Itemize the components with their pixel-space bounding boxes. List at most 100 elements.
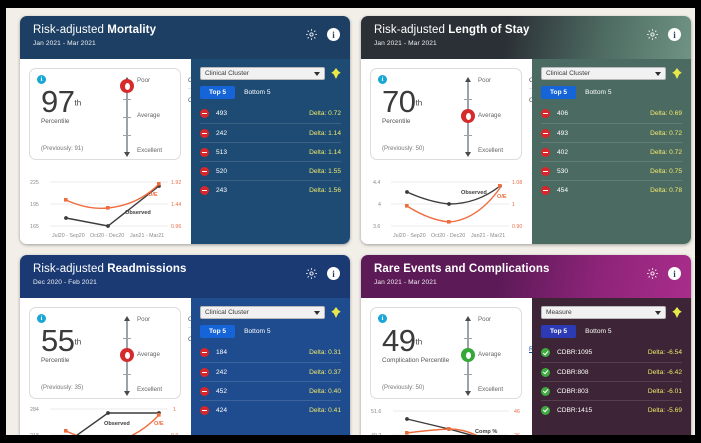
item-delta: Delta: 1.56 [309, 186, 341, 194]
list-item[interactable]: 493 Delta: 0.72 [541, 123, 682, 142]
gauge-info-icon[interactable]: i [378, 75, 387, 84]
info-icon[interactable]: i [327, 267, 340, 280]
card-subtitle: Jan 2021 - Mar 2021 [374, 40, 437, 47]
card-length-of-stay[interactable]: Risk-adjusted Length of Stay Jan 2021 - … [361, 16, 691, 244]
clinical-cluster-select[interactable]: Clinical Cluster [200, 67, 325, 80]
item-delta: Delta: 0.69 [650, 110, 682, 117]
percentile-suffix: th [74, 337, 82, 347]
performance-scale [461, 316, 475, 396]
item-delta: Delta: 0.41 [309, 406, 341, 414]
svg-text:Oct20 - Dec20: Oct20 - Dec20 [90, 233, 124, 239]
list-item[interactable]: CDBR:1415 Delta: -5.69 [541, 400, 682, 419]
list-item[interactable]: 406 Delta: 0.69 [541, 104, 682, 123]
list-item[interactable]: 530 Delta: 0.75 [541, 161, 682, 180]
card-subtitle: Jan 2021 - Mar 2021 [374, 279, 437, 286]
tab-bottom-5[interactable]: Bottom 5 [585, 89, 612, 96]
card-rare-events[interactable]: Rare Events and Complications Jan 2021 -… [361, 255, 691, 435]
svg-text:Observed: Observed [104, 421, 130, 427]
list-item[interactable]: 520 Delta: 1.55 [200, 161, 341, 180]
clinical-cluster-select[interactable]: Clinical Cluster [200, 306, 325, 319]
list-item[interactable]: 493 Delta: 0.72 [200, 104, 341, 123]
scale-arrow-bottom-icon [124, 391, 130, 396]
tab-top-5[interactable]: Top 5 [200, 325, 236, 338]
list-item[interactable]: 452 Delta: 0.40 [200, 381, 341, 400]
scale-label-average: Average [478, 112, 501, 119]
list-item[interactable]: 242 Delta: 0.37 [200, 362, 341, 381]
gear-icon[interactable] [646, 28, 659, 41]
measure-select[interactable]: Measure [541, 306, 666, 319]
summary-pane: i 49th Complication Percentile (Previous… [361, 298, 571, 435]
list-item[interactable]: 424 Delta: 0.41 [200, 400, 341, 419]
percentile-value: 97 [41, 84, 75, 119]
list-item[interactable]: CDBR:1095 Delta: -6.54 [541, 343, 682, 362]
gear-icon[interactable] [646, 267, 659, 280]
tab-top-5[interactable]: Top 5 [541, 86, 577, 99]
info-icon[interactable]: i [668, 28, 681, 41]
ranking-list: 406 Delta: 0.69 493 Delta: 0.72 402 Delta: … [541, 104, 682, 199]
tab-top-5[interactable]: Top 5 [541, 325, 577, 338]
header-actions: i [646, 28, 681, 41]
title-prefix: Risk-adjusted [374, 24, 449, 36]
scale-labels: Poor Average Excellent [137, 316, 185, 396]
list-item[interactable]: 513 Delta: 1.14 [200, 142, 341, 161]
svg-text:Oct20 - Dec20: Oct20 - Dec20 [431, 233, 465, 239]
svg-text:1: 1 [512, 202, 515, 208]
scale-tick [123, 117, 131, 118]
tab-bottom-5[interactable]: Bottom 5 [244, 89, 271, 96]
tab-bottom-5[interactable]: Bottom 5 [244, 328, 271, 335]
list-item[interactable]: CDBR:808 Delta: -6.42 [541, 362, 682, 381]
trend-chart: 284 218 1 0.9 Observed O/E [28, 399, 186, 435]
gauge-info-icon[interactable]: i [378, 314, 387, 323]
list-item[interactable]: 184 Delta: 0.31 [200, 343, 341, 362]
pin-icon[interactable] [331, 307, 341, 318]
gauge-info-icon[interactable]: i [37, 314, 46, 323]
ranking-pane: Clinical Cluster Top 5 Bottom 5 406 Delta… [532, 59, 691, 244]
gauge-info-icon[interactable]: i [37, 75, 46, 84]
minus-circle-icon [541, 166, 550, 176]
item-code: 520 [216, 167, 228, 175]
scale-label-average: Average [137, 351, 160, 358]
item-code: CDBR:1095 [557, 349, 593, 356]
gear-icon[interactable] [305, 267, 318, 280]
scale-arrow-top-icon [465, 77, 471, 82]
minus-circle-icon [200, 128, 209, 138]
previous-percentile: (Previously: 50) [382, 145, 425, 152]
title-main: Rare Events and Complications [374, 263, 550, 275]
minus-circle-icon [200, 386, 209, 396]
pin-icon[interactable] [672, 307, 682, 318]
chevron-down-icon [314, 72, 320, 76]
scale-label-average: Average [478, 351, 501, 358]
svg-text:Jul20 - Sep20: Jul20 - Sep20 [393, 233, 426, 239]
clinical-cluster-select[interactable]: Clinical Cluster [541, 67, 666, 80]
info-icon[interactable]: i [668, 267, 681, 280]
scale-arrow-bottom-icon [465, 391, 471, 396]
list-item[interactable]: CDBR:803 Delta: -6.01 [541, 381, 682, 400]
page-title: Rare Events and Complications [374, 262, 681, 276]
list-item[interactable]: 454 Delta: 0.78 [541, 180, 682, 199]
ranking-tabs: Top 5 Bottom 5 [541, 86, 682, 99]
info-icon[interactable]: i [327, 28, 340, 41]
ranking-list: 493 Delta: 0.72 242 Delta: 1.14 513 Delta: … [200, 104, 341, 199]
list-item[interactable]: 402 Delta: 0.72 [541, 142, 682, 161]
svg-text:46: 46 [514, 409, 520, 415]
card-readmissions[interactable]: Risk-adjusted Readmissions Dec 2020 - Fe… [20, 255, 350, 435]
check-circle-icon [541, 348, 550, 357]
percentile-suffix: th [415, 337, 423, 347]
card-header: Risk-adjusted Length of Stay Jan 2021 - … [361, 16, 691, 59]
tab-bottom-5[interactable]: Bottom 5 [585, 328, 612, 335]
scale-label-poor: Poor [478, 77, 492, 84]
list-item[interactable]: 243 Delta: 1.56 [200, 180, 341, 199]
tab-top-5[interactable]: Top 5 [200, 86, 236, 99]
item-delta: Delta: 0.72 [650, 129, 682, 137]
performance-scale [461, 77, 475, 157]
svg-text:4.4: 4.4 [373, 180, 380, 186]
list-item[interactable]: 242 Delta: 1.14 [200, 123, 341, 142]
gear-icon[interactable] [305, 28, 318, 41]
scale-label-excellent: Excellent [478, 147, 504, 154]
item-code: CDBR:1415 [557, 406, 593, 414]
pin-icon[interactable] [331, 68, 341, 79]
svg-text:0.9: 0.9 [171, 433, 178, 435]
card-mortality[interactable]: Risk-adjusted Mortality Jan 2021 - Mar 2… [20, 16, 350, 244]
svg-text:1.92: 1.92 [171, 180, 181, 186]
pin-icon[interactable] [672, 68, 682, 79]
